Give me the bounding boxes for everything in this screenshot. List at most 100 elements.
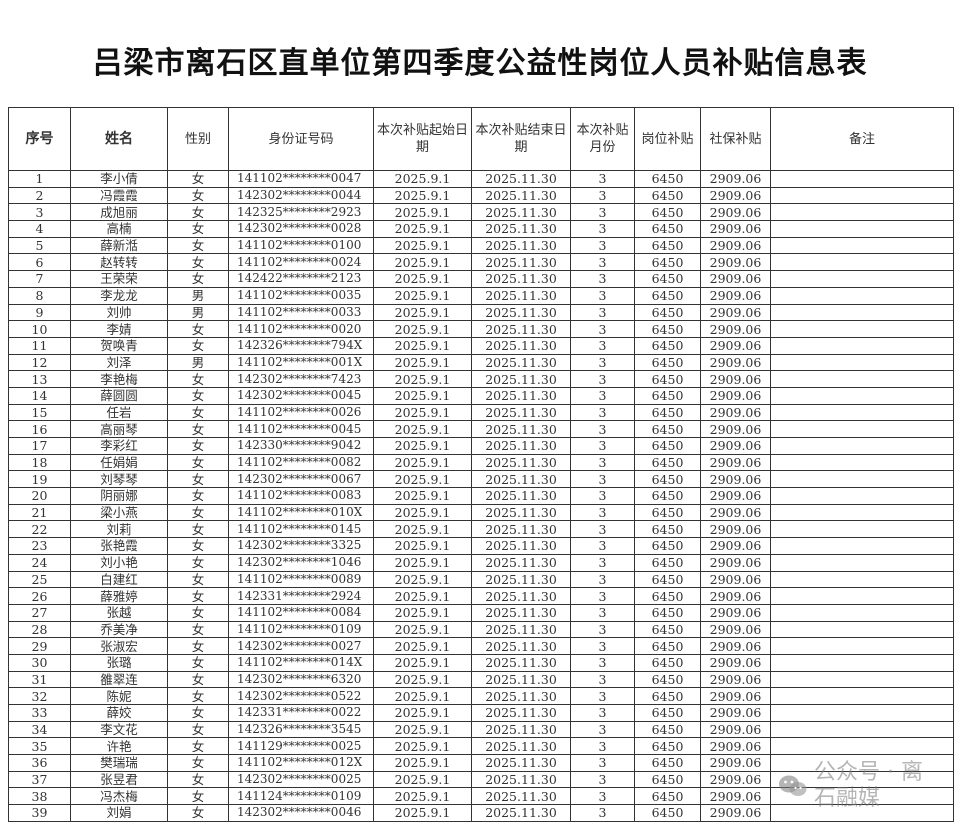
cell-social-security-subsidy: 2909.06	[700, 370, 771, 388]
cell-gender: 男	[167, 353, 229, 372]
cell-gender: 女	[167, 420, 229, 438]
cell-end-date: 2025.11.30	[471, 520, 571, 539]
header-id-number: 身份证号码	[228, 107, 374, 171]
cell-post-subsidy: 6450	[634, 253, 701, 272]
cell-remarks	[770, 303, 954, 322]
cell-index: 20	[8, 487, 71, 505]
cell-social-security-subsidy: 2909.06	[700, 453, 771, 472]
cell-remarks	[770, 437, 954, 455]
cell-start-date: 2025.9.1	[373, 704, 472, 722]
cell-name: 刘娟	[70, 804, 168, 822]
cell-gender: 女	[167, 570, 229, 589]
cell-gender: 女	[167, 754, 229, 772]
cell-social-security-subsidy: 2909.06	[700, 320, 771, 338]
cell-name: 赵转转	[70, 253, 168, 272]
cell-id-number: 141102********0089	[228, 570, 374, 589]
table-row: 34 李文花女 142326********3545 2025.9.1 2025.11.…	[8, 720, 954, 739]
cell-index: 16	[8, 420, 71, 438]
table-row: 30 张璐女 141102********014X 2025.9.1 2025.11.3…	[8, 653, 954, 672]
cell-index: 3	[8, 203, 71, 222]
cell-post-subsidy: 6450	[634, 553, 701, 572]
cell-start-date: 2025.9.1	[373, 737, 472, 756]
cell-start-date: 2025.9.1	[373, 420, 472, 438]
cell-remarks	[770, 470, 954, 489]
cell-index: 39	[8, 804, 71, 822]
subsidy-table: 序号 姓名 性别 身份证号码 本次补贴起始日期 本次补贴结束日期 本次补贴月份 …	[8, 107, 954, 822]
cell-social-security-subsidy: 2909.06	[700, 386, 771, 405]
cell-remarks	[770, 253, 954, 272]
cell-social-security-subsidy: 2909.06	[700, 804, 771, 822]
cell-start-date: 2025.9.1	[373, 320, 472, 338]
cell-id-number: 141102********0084	[228, 603, 374, 622]
cell-id-number: 141102********0020	[228, 320, 374, 338]
cell-index: 4	[8, 220, 71, 238]
cell-social-security-subsidy: 2909.06	[700, 637, 771, 655]
cell-id-number: 141102********012X	[228, 754, 374, 772]
cell-social-security-subsidy: 2909.06	[700, 520, 771, 539]
cell-gender: 男	[167, 303, 229, 322]
cell-end-date: 2025.11.30	[471, 620, 571, 639]
cell-name: 李艳梅	[70, 370, 168, 388]
cell-end-date: 2025.11.30	[471, 603, 571, 622]
cell-id-number: 142302********1046	[228, 553, 374, 572]
cell-post-subsidy: 6450	[634, 570, 701, 589]
cell-id-number: 142302********6320	[228, 670, 374, 689]
cell-social-security-subsidy: 2909.06	[700, 286, 771, 305]
cell-end-date: 2025.11.30	[471, 370, 571, 388]
cell-post-subsidy: 6450	[634, 353, 701, 372]
cell-remarks	[770, 653, 954, 672]
cell-remarks	[770, 754, 954, 772]
table-row: 27 张越女 141102********0084 2025.9.1 2025.11.3…	[8, 603, 954, 622]
cell-post-subsidy: 6450	[634, 537, 701, 555]
cell-index: 34	[8, 720, 71, 739]
cell-social-security-subsidy: 2909.06	[700, 720, 771, 739]
header-gender: 性别	[167, 107, 229, 171]
cell-remarks	[770, 353, 954, 372]
cell-index: 35	[8, 737, 71, 756]
cell-remarks	[770, 236, 954, 255]
cell-id-number: 142302********0067	[228, 470, 374, 489]
cell-social-security-subsidy: 2909.06	[700, 787, 771, 806]
cell-end-date: 2025.11.30	[471, 570, 571, 589]
cell-index: 27	[8, 603, 71, 622]
cell-start-date: 2025.9.1	[373, 370, 472, 388]
cell-id-number: 141102********0026	[228, 403, 374, 422]
cell-id-number: 142326********794X	[228, 336, 374, 355]
cell-months: 3	[570, 220, 635, 238]
cell-id-number: 141102********0033	[228, 303, 374, 322]
cell-gender: 女	[167, 186, 229, 205]
cell-gender: 女	[167, 787, 229, 806]
cell-end-date: 2025.11.30	[471, 253, 571, 272]
cell-id-number: 142302********0028	[228, 220, 374, 238]
cell-months: 3	[570, 253, 635, 272]
cell-social-security-subsidy: 2909.06	[700, 620, 771, 639]
cell-post-subsidy: 6450	[634, 286, 701, 305]
cell-months: 3	[570, 353, 635, 372]
cell-post-subsidy: 6450	[634, 804, 701, 822]
cell-name: 刘泽	[70, 353, 168, 372]
cell-months: 3	[570, 770, 635, 789]
cell-id-number: 141102********0024	[228, 253, 374, 272]
table-row: 4 高楠女 142302********0028 2025.9.1 2025.11.30…	[8, 220, 954, 238]
cell-name: 任娟娟	[70, 453, 168, 472]
cell-months: 3	[570, 487, 635, 505]
cell-remarks	[770, 570, 954, 589]
cell-post-subsidy: 6450	[634, 220, 701, 238]
cell-name: 阴丽娜	[70, 487, 168, 505]
table-row: 5 薛新湉女 141102********0100 2025.9.1 2025.11.3…	[8, 236, 954, 255]
cell-start-date: 2025.9.1	[373, 653, 472, 672]
cell-post-subsidy: 6450	[634, 787, 701, 806]
cell-remarks	[770, 403, 954, 422]
cell-social-security-subsidy: 2909.06	[700, 220, 771, 238]
cell-index: 33	[8, 704, 71, 722]
cell-name: 刘琴琴	[70, 470, 168, 489]
table-row: 6 赵转转女 141102********0024 2025.9.1 2025.11.3…	[8, 253, 954, 272]
cell-post-subsidy: 6450	[634, 620, 701, 639]
cell-social-security-subsidy: 2909.06	[700, 737, 771, 756]
cell-name: 刘莉	[70, 520, 168, 539]
cell-gender: 女	[167, 520, 229, 539]
cell-social-security-subsidy: 2909.06	[700, 470, 771, 489]
cell-start-date: 2025.9.1	[373, 470, 472, 489]
cell-remarks	[770, 620, 954, 639]
cell-post-subsidy: 6450	[634, 403, 701, 422]
